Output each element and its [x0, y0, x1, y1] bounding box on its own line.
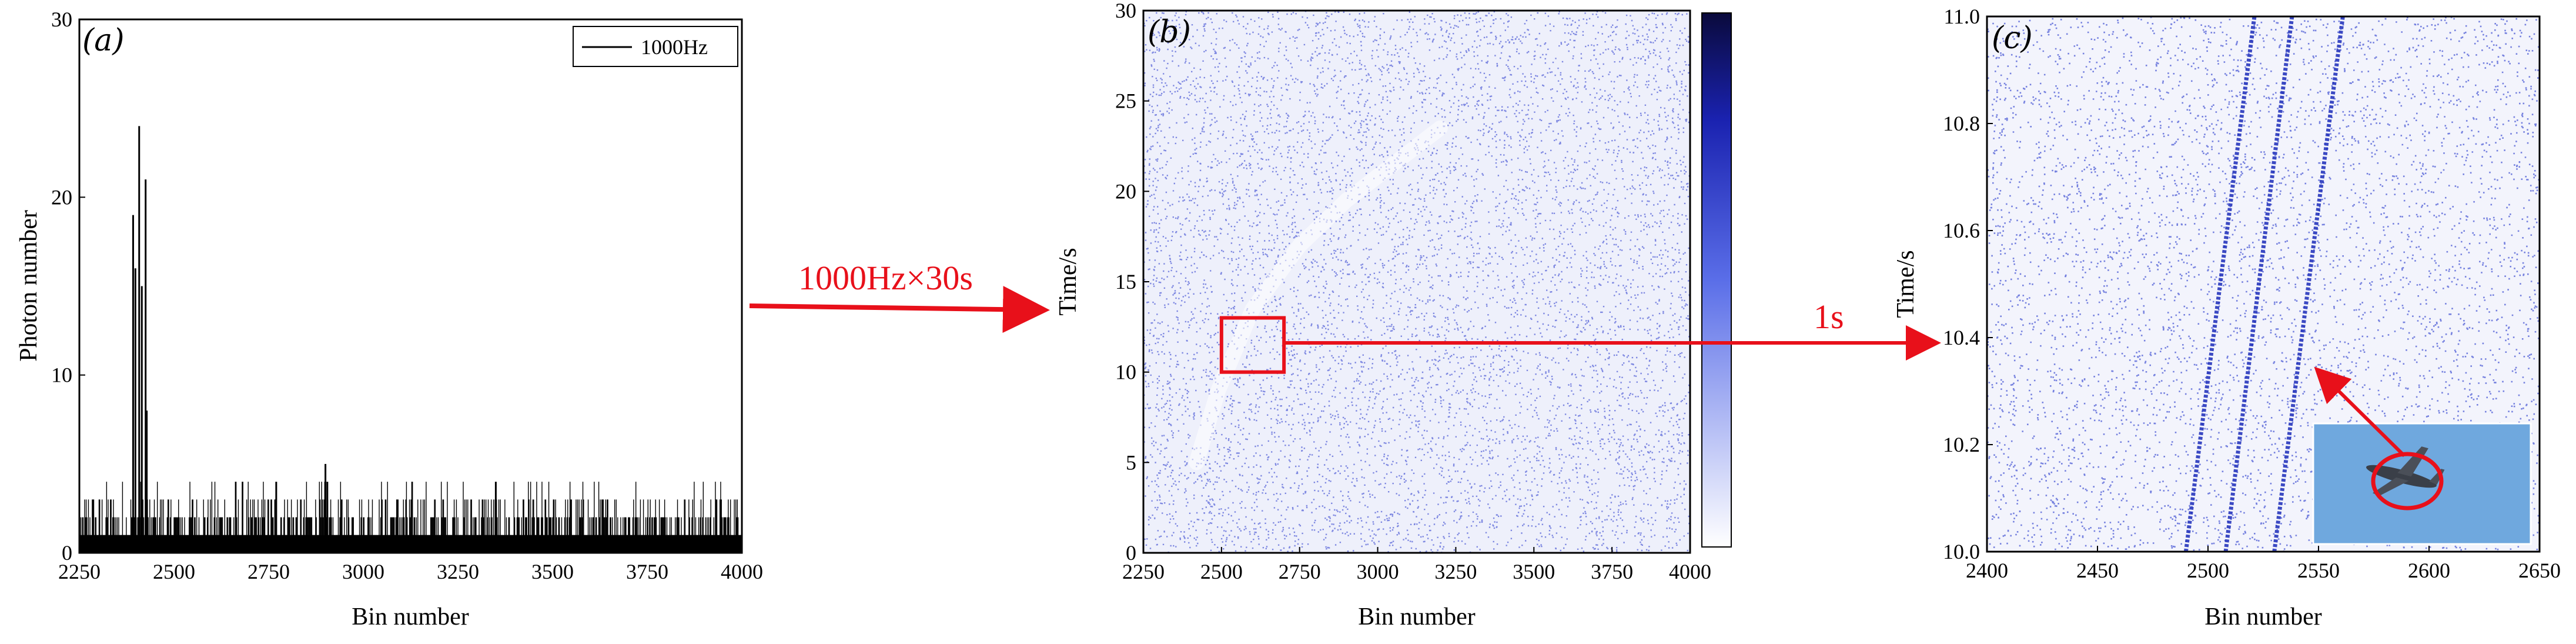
target-track: [2183, 16, 2257, 552]
x-tick-label: 3250: [437, 560, 479, 583]
x-tick-label: 3500: [1513, 560, 1555, 583]
panel-b-colorbar: [1701, 12, 1732, 548]
x-tick-label: 3000: [342, 560, 384, 583]
arrow-1-line: [749, 286, 1050, 333]
panel-c-tracks: [2183, 16, 2345, 552]
panel-b-xlabel: Bin number: [1358, 603, 1475, 630]
panel-a-frame: [78, 18, 743, 554]
panel-b-y-ticks: 0 5 10 15 20 25 30: [1115, 0, 1149, 565]
y-tick-label: 20: [1115, 179, 1136, 203]
target-track: [2223, 16, 2294, 552]
y-tick-label: 10.8: [1943, 112, 1980, 135]
x-tick-label: 2250: [1122, 560, 1165, 583]
arrow-b-to-c: 1s: [1283, 298, 1941, 361]
x-tick-label: 3000: [1357, 560, 1399, 583]
x-tick-label: 3500: [531, 560, 574, 583]
panel-c-ylabel: Time/s: [1892, 250, 1919, 318]
x-tick-label: 2600: [2408, 559, 2450, 582]
panel-a: 2250 2500 2750 3000 3250 3500 3750 4000 0 10 20 30…: [15, 8, 763, 630]
panel-a-xlabel: Bin number: [352, 603, 469, 630]
panel-b-label: (b): [1148, 15, 1191, 50]
y-tick-label: 0: [1126, 541, 1136, 565]
x-tick-label: 2750: [247, 560, 290, 583]
panel-c: 2400 2450 2500 2550 2600 2650 10.010.210.410.…: [1892, 5, 2561, 630]
panel-c-label: (c): [1992, 21, 2033, 56]
y-tick-label: 25: [1115, 89, 1136, 113]
x-tick-label: 2500: [1200, 560, 1243, 583]
panel-b-trajectory: [1189, 120, 1448, 471]
panel-b-highlight-box: [1219, 316, 1286, 374]
target-track: [2272, 16, 2345, 552]
y-tick-label: 10.2: [1943, 433, 1980, 456]
x-tick-label: 2450: [2076, 559, 2119, 582]
legend-entry: 1000Hz: [641, 35, 708, 59]
y-tick-label: 20: [51, 185, 72, 209]
y-tick-label: 11.0: [1943, 5, 1980, 28]
baseline-band: [79, 535, 742, 553]
panel-c-y-ticks: 10.0 10.2 10.4 10.6 10.8 11.0: [1943, 5, 1993, 563]
arrow-a-to-b: 1000Hz×30s: [749, 259, 1050, 333]
x-tick-label: 2750: [1279, 560, 1321, 583]
arrow-1-label: 1000Hz×30s: [798, 259, 973, 297]
x-tick-label: 4000: [721, 560, 763, 583]
inset-pointer-arrow: [2314, 366, 2406, 458]
x-tick-label: 2500: [2187, 559, 2229, 582]
x-tick-label: 2250: [58, 560, 101, 583]
y-tick-label: 10.4: [1943, 326, 1980, 349]
panel-c-inset: [2312, 422, 2532, 545]
y-tick-label: 30: [1115, 0, 1136, 22]
x-tick-label: 3750: [626, 560, 668, 583]
panel-a-bars: [79, 126, 742, 553]
panel-a-label: (a): [82, 23, 125, 58]
panel-c-frame: [1986, 15, 2541, 553]
inset-highlight-circle: [2371, 452, 2444, 510]
panel-b: 2250 2500 2750 3000 3250 3500 3750 4000 0 5 10 15 2…: [1055, 0, 1732, 630]
x-tick-label: 2500: [153, 560, 195, 583]
x-tick-label: 3250: [1434, 560, 1477, 583]
arrow-2-label: 1s: [1814, 298, 1844, 336]
panel-a-x-ticks: 2250 2500 2750 3000 3250 3500 3750 4000: [58, 547, 763, 583]
y-tick-label: 5: [1126, 451, 1136, 474]
panel-b-background: [1143, 11, 1690, 553]
panel-c-xlabel: Bin number: [2204, 603, 2321, 630]
x-tick-label: 4000: [1669, 560, 1711, 583]
y-tick-label: 10: [51, 363, 72, 387]
panel-c-x-ticks: 2400 2450 2500 2550 2600 2650: [1966, 546, 2561, 582]
panel-a-ylabel: Photon number: [15, 210, 42, 362]
x-tick-label: 2550: [2297, 559, 2340, 582]
y-tick-label: 0: [62, 541, 72, 565]
y-tick-label: 10: [1115, 361, 1136, 384]
y-tick-label: 10.0: [1943, 540, 1980, 563]
x-tick-label: 2400: [1966, 559, 2008, 582]
panel-b-ylabel: Time/s: [1055, 248, 1082, 315]
y-tick-label: 15: [1115, 270, 1136, 293]
panel-b-x-ticks: 2250 2500 2750 3000 3250 3500 3750 4000: [1122, 547, 1711, 583]
x-tick-label: 2650: [2518, 559, 2561, 582]
y-tick-label: 30: [51, 8, 72, 31]
panel-a-legend: 1000Hz: [573, 26, 738, 67]
y-tick-label: 10.6: [1943, 219, 1980, 242]
x-tick-label: 3750: [1591, 560, 1633, 583]
panel-a-y-ticks: 0 10 20 30: [51, 8, 85, 565]
